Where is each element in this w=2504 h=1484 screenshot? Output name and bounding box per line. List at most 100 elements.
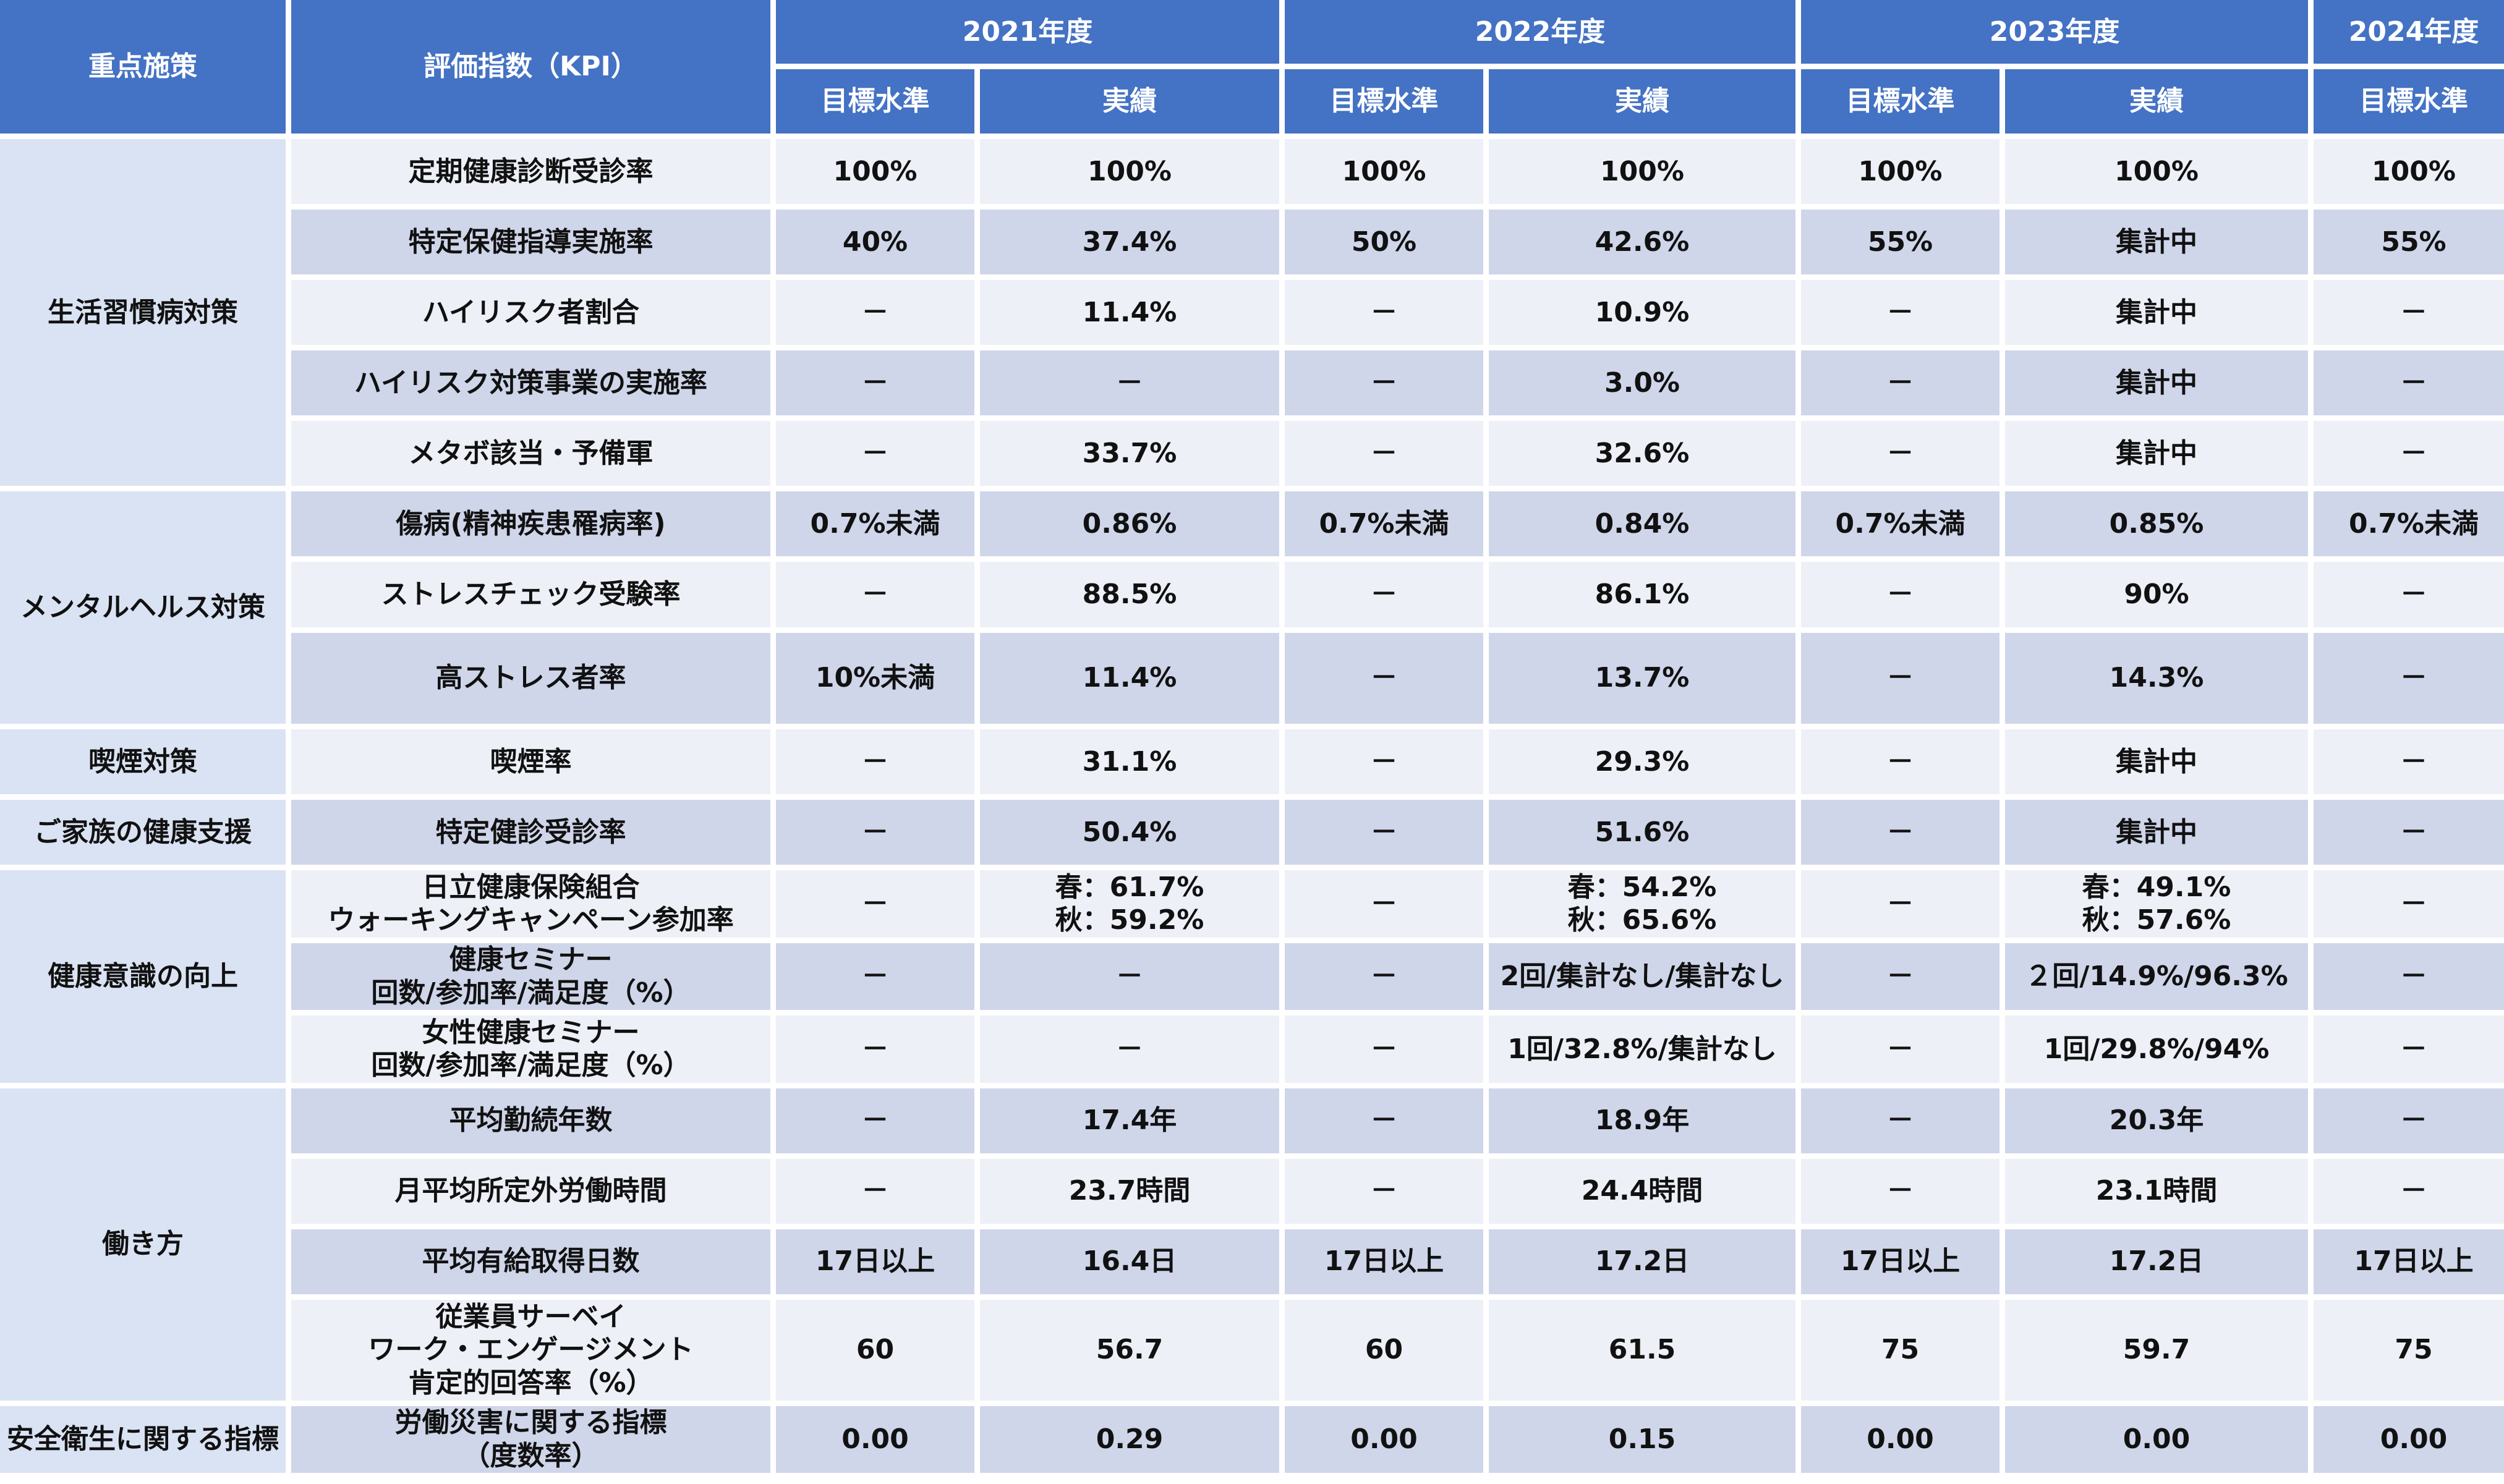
value-cell-target-2023: － [1801, 632, 1999, 724]
value-text: 100% [1342, 155, 1426, 187]
header-actual-2023: 実績 [2005, 69, 2308, 134]
value-text: 17.4年 [1082, 1105, 1177, 1137]
value-cell-target-2024: － [2314, 943, 2504, 1011]
table-row: 健康セミナー 回数/参加率/満足度（%） － － － 2回/集計なし/集計なし － ２回/1… [0, 943, 2504, 1011]
value-cell-target-2021: － [776, 421, 974, 486]
value-text: 61.5 [1608, 1334, 1676, 1366]
value-cell-target-2022: － [1285, 729, 1483, 795]
kpi-name: 定期健康診断受診率 [408, 155, 654, 187]
value-cell-actual-2022: 18.9年 [1489, 1088, 1795, 1153]
value-cell-target-2023: － [1801, 562, 1999, 627]
kpi-name: 労働災害に関する指標 （度数率） [394, 1407, 667, 1472]
value-cell-target-2023: － [1801, 729, 1999, 795]
value-text: 51.6% [1595, 816, 1690, 848]
value-text: － [1116, 367, 1143, 399]
value-cell-target-2021: － [776, 800, 974, 865]
value-cell-target-2024: － [2314, 1015, 2504, 1083]
value-cell-actual-2021: － [980, 943, 1279, 1011]
table-row: ストレスチェック受験率 － 88.5% － 86.1% － 90% － [0, 562, 2504, 627]
header-row-years: 重点施策 評価指数（KPI） 2021年度 2022年度 2023年度 2024… [0, 0, 2504, 134]
value-text: 11.4% [1082, 662, 1177, 694]
value-cell-actual-2022: 32.6% [1489, 421, 1795, 486]
value-cell-actual-2021: 春：61.7% 秋：59.2% [980, 870, 1279, 938]
kpi-name: 月平均所定外労働時間 [394, 1175, 667, 1207]
value-text: 17日以上 [2354, 1245, 2474, 1278]
header-target-2023: 目標水準 [1801, 69, 1999, 134]
kpi-name-cell: 平均勤続年数 [291, 1088, 770, 1153]
category-awareness: 健康意識の向上 [0, 870, 286, 1083]
value-cell-actual-2023: 20.3年 [2005, 1088, 2308, 1153]
value-cell-target-2024: － [2314, 280, 2504, 346]
value-cell-target-2021: 60 [776, 1299, 974, 1401]
value-cell-actual-2022: 春：54.2% 秋：65.6% [1489, 870, 1795, 938]
value-cell-target-2023: － [1801, 421, 1999, 486]
value-text: － [1370, 816, 1398, 848]
value-cell-actual-2023: 14.3% [2005, 632, 2308, 724]
kpi-name: 特定保健指導実施率 [408, 226, 654, 258]
value-cell-actual-2022: 2回/集計なし/集計なし [1489, 943, 1795, 1011]
value-text: － [861, 579, 889, 611]
value-cell-target-2021: － [776, 870, 974, 938]
value-text: － [1370, 662, 1398, 694]
value-cell-target-2021: － [776, 280, 974, 346]
value-text: 0.00 [1867, 1423, 1934, 1455]
kpi-name-cell: メタボ該当・予備軍 [291, 421, 770, 486]
value-text: － [1886, 745, 1914, 778]
kpi-name: 傷病(精神疾患罹病率) [396, 508, 666, 540]
value-cell-target-2022: － [1285, 800, 1483, 865]
table-row: 平均有給取得日数 17日以上 16.4日 17日以上 17.2日 17日以上 17.2日 17… [0, 1229, 2504, 1294]
value-text: 1回/32.8%/集計なし [1507, 1033, 1777, 1065]
value-cell-target-2024: 0.7%未満 [2314, 491, 2504, 557]
kpi-name: 日立健康保険組合 ウォーキングキャンペーン参加率 [328, 871, 734, 936]
value-text: 0.15 [1608, 1423, 1676, 1455]
value-text: － [2400, 816, 2427, 848]
value-text: 55% [2381, 226, 2447, 258]
value-cell-target-2022: 50% [1285, 210, 1483, 275]
value-text: － [861, 960, 889, 993]
value-cell-target-2023: － [1801, 870, 1999, 938]
value-cell-actual-2022: 29.3% [1489, 729, 1795, 795]
value-cell-target-2021: － [776, 1015, 974, 1083]
value-text: － [2400, 960, 2427, 993]
value-text: 1回/29.8%/94% [2043, 1033, 2270, 1065]
value-text: － [861, 745, 889, 778]
value-cell-target-2022: － [1285, 870, 1483, 938]
value-text: － [1116, 960, 1143, 993]
value-cell-target-2024: 17日以上 [2314, 1229, 2504, 1294]
value-cell-actual-2022: 17.2日 [1489, 1229, 1795, 1294]
value-cell-target-2023: 0.00 [1801, 1406, 1999, 1473]
value-cell-target-2024: － [2314, 421, 2504, 486]
value-cell-actual-2023: 集計中 [2005, 350, 2308, 416]
value-text: 17.2日 [1595, 1245, 1690, 1278]
value-text: － [1116, 1033, 1143, 1065]
table-row: 生活習慣病対策 定期健康診断受診率 100% 100% 100% 100% 100% 100… [0, 139, 2504, 486]
value-cell-target-2023: 0.7%未満 [1801, 491, 1999, 557]
value-text: － [2400, 438, 2427, 470]
table-row: 月平均所定外労働時間 － 23.7時間 － 24.4時間 － 23.1時間 － [0, 1158, 2504, 1224]
table-row: 健康意識の向上 日立健康保険組合 ウォーキングキャンペーン参加率 － 春：61.7%… [0, 870, 2504, 1083]
value-cell-actual-2021: 100% [980, 139, 1279, 205]
header-target-2022: 目標水準 [1285, 69, 1483, 134]
value-cell-actual-2021: － [980, 350, 1279, 416]
value-cell-target-2022: 60 [1285, 1299, 1483, 1401]
value-text: 17.2日 [2109, 1245, 2204, 1278]
value-text: 集計中 [2116, 296, 2197, 328]
value-text: 集計中 [2116, 745, 2197, 778]
value-cell-target-2022: 17日以上 [1285, 1229, 1483, 1294]
value-text: 100% [1858, 155, 1943, 187]
value-text: 75 [1881, 1334, 1920, 1366]
value-text: － [2400, 367, 2427, 399]
value-cell-actual-2022: 10.9% [1489, 280, 1795, 346]
value-cell-target-2024: － [2314, 1158, 2504, 1224]
value-cell-target-2023: － [1801, 350, 1999, 416]
value-text: － [1886, 960, 1914, 993]
value-text: 37.4% [1082, 226, 1177, 258]
value-cell-actual-2023: 集計中 [2005, 421, 2308, 486]
value-text: － [2400, 888, 2427, 920]
value-text: ２回/14.9%/96.3% [2025, 960, 2288, 993]
value-text: － [2400, 1105, 2427, 1137]
value-cell-actual-2022: 0.84% [1489, 491, 1795, 557]
value-cell-actual-2022: 100% [1489, 139, 1795, 205]
value-text: － [1370, 296, 1398, 328]
value-cell-target-2021: － [776, 943, 974, 1011]
